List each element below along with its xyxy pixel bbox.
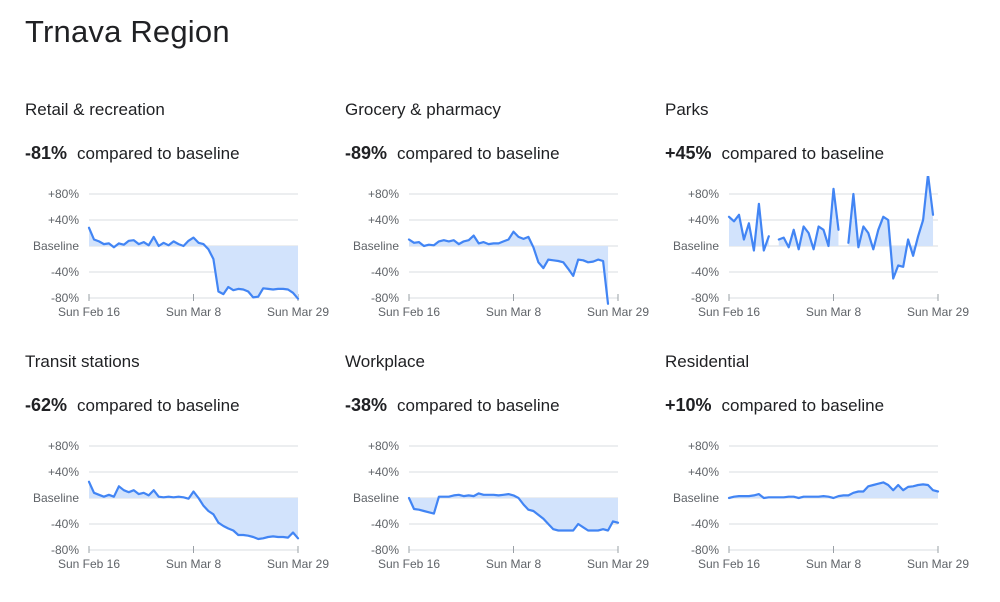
chart-title: Transit stations [25, 352, 140, 372]
chart-panel: Transit stations -62% compared to baseline… [25, 352, 345, 602]
change-percent: +45% [665, 143, 712, 163]
y-tick-label: Baseline [353, 491, 399, 505]
y-tick-label: +40% [368, 465, 399, 479]
x-tick-label: Sun Feb 16 [58, 305, 120, 319]
line-chart: +80% +40% Baseline -40% -80%Sun Feb 16 Sun Ma… [345, 176, 665, 326]
y-tick-label: -80% [691, 291, 719, 305]
change-percent: -38% [345, 395, 387, 415]
y-tick-label: -40% [371, 517, 399, 531]
y-tick-label: +80% [688, 187, 719, 201]
y-tick-label: -80% [51, 291, 79, 305]
y-tick-label: +40% [368, 213, 399, 227]
change-summary: -81% compared to baseline [25, 143, 240, 164]
chart-title: Residential [665, 352, 749, 372]
change-summary: +10% compared to baseline [665, 395, 884, 416]
comparison-label: compared to baseline [397, 396, 560, 415]
series-area [89, 482, 298, 539]
chart-panel: Parks +45% compared to baseline +80% +40% Bas… [665, 100, 985, 350]
x-tick-label: Sun Mar 29 [267, 557, 329, 571]
change-summary: -89% compared to baseline [345, 143, 560, 164]
y-tick-label: +80% [48, 187, 79, 201]
y-tick-label: -40% [691, 265, 719, 279]
y-tick-label: Baseline [673, 239, 719, 253]
x-tick-label: Sun Feb 16 [378, 557, 440, 571]
change-summary: +45% compared to baseline [665, 143, 884, 164]
comparison-label: compared to baseline [722, 396, 885, 415]
x-tick-label: Sun Feb 16 [698, 305, 760, 319]
y-tick-label: Baseline [673, 491, 719, 505]
y-tick-label: +40% [48, 465, 79, 479]
y-tick-label: +40% [48, 213, 79, 227]
change-percent: -89% [345, 143, 387, 163]
x-tick-label: Sun Mar 29 [907, 557, 969, 571]
line-chart: +80% +40% Baseline -40% -80%Sun Feb 16 Sun Ma… [665, 428, 985, 578]
chart-panel: Workplace -38% compared to baseline +80% +40… [345, 352, 665, 602]
change-percent: -81% [25, 143, 67, 163]
line-chart: +80% +40% Baseline -40% -80%Sun Feb 16 Sun Ma… [25, 428, 345, 578]
chart-panel: Grocery & pharmacy -89% compared to baseli… [345, 100, 665, 350]
page-title: Trnava Region [25, 14, 230, 50]
y-tick-label: +80% [688, 439, 719, 453]
comparison-label: compared to baseline [77, 396, 240, 415]
y-tick-label: -40% [51, 265, 79, 279]
change-summary: -38% compared to baseline [345, 395, 560, 416]
x-tick-label: Sun Mar 29 [907, 305, 969, 319]
y-tick-label: +40% [688, 213, 719, 227]
y-tick-label: -40% [371, 265, 399, 279]
y-tick-label: Baseline [33, 491, 79, 505]
chart-title: Workplace [345, 352, 425, 372]
x-tick-label: Sun Mar 8 [486, 305, 542, 319]
x-tick-label: Sun Feb 16 [698, 557, 760, 571]
change-percent: -62% [25, 395, 67, 415]
x-tick-label: Sun Feb 16 [58, 557, 120, 571]
x-tick-label: Sun Feb 16 [378, 305, 440, 319]
chart-panel: Retail & recreation -81% compared to basel… [25, 100, 345, 350]
chart-title: Parks [665, 100, 708, 120]
comparison-label: compared to baseline [722, 144, 885, 163]
comparison-label: compared to baseline [397, 144, 560, 163]
x-tick-label: Sun Mar 29 [267, 305, 329, 319]
line-chart: +80% +40% Baseline -40% -80%Sun Feb 16 Sun Ma… [665, 176, 985, 326]
y-tick-label: Baseline [353, 239, 399, 253]
y-tick-label: -40% [691, 517, 719, 531]
line-chart: +80% +40% Baseline -40% -80%Sun Feb 16 Sun Ma… [25, 176, 345, 326]
x-tick-label: Sun Mar 8 [806, 557, 862, 571]
line-chart: +80% +40% Baseline -40% -80%Sun Feb 16 Sun Ma… [345, 428, 665, 578]
x-tick-label: Sun Mar 8 [166, 557, 222, 571]
series-line [848, 176, 933, 279]
y-tick-label: -80% [691, 543, 719, 557]
y-tick-label: +40% [688, 465, 719, 479]
chart-title: Retail & recreation [25, 100, 165, 120]
change-summary: -62% compared to baseline [25, 395, 240, 416]
y-tick-label: Baseline [33, 239, 79, 253]
chart-title: Grocery & pharmacy [345, 100, 501, 120]
y-tick-label: -80% [371, 543, 399, 557]
x-tick-label: Sun Mar 8 [806, 305, 862, 319]
x-tick-label: Sun Mar 29 [587, 557, 649, 571]
y-tick-label: +80% [48, 439, 79, 453]
x-tick-label: Sun Mar 29 [587, 305, 649, 319]
x-tick-label: Sun Mar 8 [486, 557, 542, 571]
y-tick-label: -80% [371, 291, 399, 305]
comparison-label: compared to baseline [77, 144, 240, 163]
y-tick-label: -80% [51, 543, 79, 557]
chart-panel: Residential+10%compared to baseline+80%+… [665, 352, 985, 602]
y-tick-label: +80% [368, 439, 399, 453]
series-area [409, 493, 618, 530]
change-percent: +10% [665, 395, 712, 415]
y-tick-label: -40% [51, 517, 79, 531]
y-tick-label: +80% [368, 187, 399, 201]
x-tick-label: Sun Mar 8 [166, 305, 222, 319]
